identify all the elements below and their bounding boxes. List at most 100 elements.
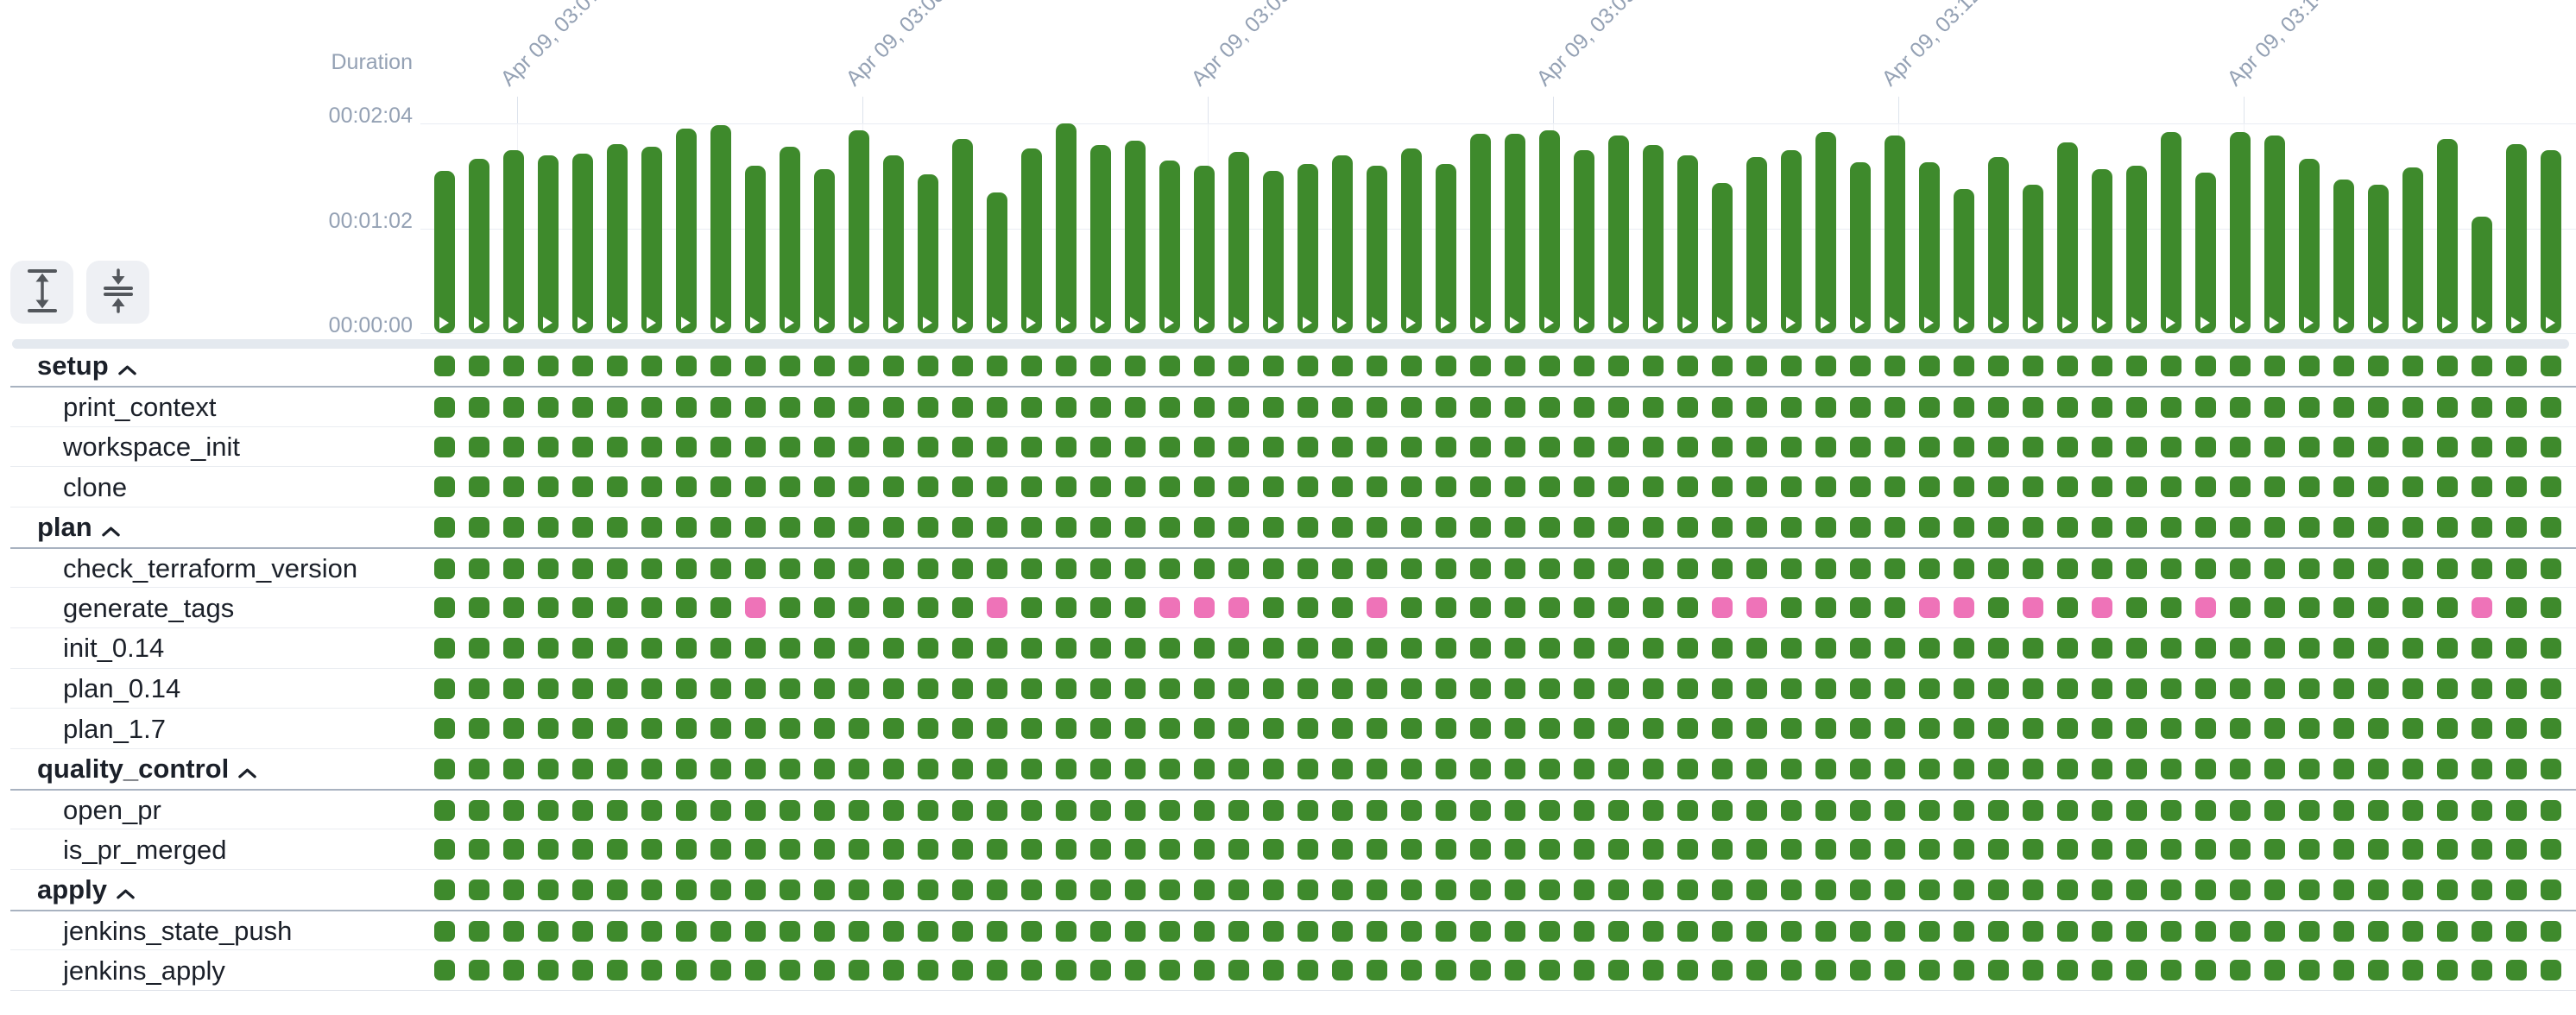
step-status-cell[interactable] [1125, 920, 1146, 942]
step-status-cell[interactable] [1436, 920, 1456, 942]
step-status-cell[interactable] [1401, 718, 1422, 740]
step-status-cell[interactable] [1781, 436, 1802, 457]
step-status-cell[interactable] [2506, 476, 2527, 498]
step-status-cell[interactable] [641, 678, 662, 699]
step-status-cell[interactable] [1367, 558, 1387, 579]
step-status-cell[interactable] [1021, 718, 1042, 740]
step-status-cell[interactable] [2023, 436, 2043, 457]
step-status-cell[interactable] [1781, 839, 1802, 861]
step-status-cell[interactable] [1505, 879, 1525, 900]
step-status-cell[interactable] [1470, 678, 1491, 699]
step-status-cell[interactable] [503, 638, 524, 659]
step-status-cell[interactable] [2161, 920, 2181, 942]
step-status-cell[interactable] [1332, 476, 1353, 498]
run-duration-bar[interactable] [641, 147, 662, 333]
step-status-cell[interactable] [2541, 558, 2561, 579]
step-status-cell[interactable] [2333, 558, 2354, 579]
step-status-cell[interactable] [1677, 597, 1698, 619]
step-status-cell[interactable] [1919, 678, 1940, 699]
step-status-cell[interactable] [538, 759, 559, 779]
step-status-cell[interactable] [2541, 920, 2561, 942]
step-status-cell[interactable] [2126, 638, 2147, 659]
step-status-cell[interactable] [2506, 678, 2527, 699]
step-status-cell[interactable] [1574, 397, 1594, 419]
step-status-cell[interactable] [1539, 718, 1560, 740]
step-status-cell[interactable] [2506, 397, 2527, 419]
step-status-cell[interactable] [2541, 476, 2561, 498]
step-status-cell[interactable] [1401, 920, 1422, 942]
step-status-cell[interactable] [676, 597, 697, 619]
run-duration-bar[interactable] [1125, 141, 1146, 333]
step-status-cell[interactable] [1159, 638, 1180, 659]
step-status-cell[interactable] [1021, 476, 1042, 498]
step-status-cell[interactable] [2230, 436, 2251, 457]
step-status-cell[interactable] [538, 436, 559, 457]
step-status-cell[interactable] [1367, 839, 1387, 861]
step-status-cell[interactable] [1988, 839, 2009, 861]
step-status-cell[interactable] [1125, 638, 1146, 659]
step-status-cell[interactable] [2506, 718, 2527, 740]
horizontal-scrollbar[interactable] [12, 339, 2569, 349]
step-status-cell[interactable] [434, 638, 455, 659]
step-status-cell[interactable] [1781, 397, 1802, 419]
step-status-cell[interactable] [1919, 799, 1940, 821]
step-status-cell[interactable] [1436, 718, 1456, 740]
step-status-cell[interactable] [538, 960, 559, 981]
step-status-cell[interactable] [2195, 597, 2216, 619]
step-status-cell[interactable] [607, 436, 628, 457]
step-status-cell[interactable] [1988, 718, 2009, 740]
step-status-cell[interactable] [1228, 355, 1249, 376]
step-status-cell[interactable] [780, 718, 800, 740]
step-status-cell[interactable] [849, 597, 869, 619]
step-status-cell[interactable] [1401, 397, 1422, 419]
step-status-cell[interactable] [1090, 718, 1111, 740]
run-duration-bar[interactable] [503, 150, 524, 333]
step-status-cell[interactable] [1677, 476, 1698, 498]
step-status-cell[interactable] [1850, 879, 1871, 900]
step-status-cell[interactable] [1850, 397, 1871, 419]
step-status-cell[interactable] [1885, 638, 1905, 659]
step-status-cell[interactable] [1332, 355, 1353, 376]
step-status-cell[interactable] [434, 879, 455, 900]
step-status-cell[interactable] [607, 638, 628, 659]
step-status-cell[interactable] [1436, 558, 1456, 579]
step-status-cell[interactable] [1056, 759, 1076, 779]
step-status-cell[interactable] [1401, 799, 1422, 821]
run-duration-bar[interactable] [918, 174, 938, 333]
step-status-cell[interactable] [1746, 436, 1767, 457]
step-status-cell[interactable] [987, 759, 1007, 779]
run-duration-bar[interactable] [1505, 134, 1525, 333]
step-status-cell[interactable] [1228, 718, 1249, 740]
step-status-cell[interactable] [1850, 476, 1871, 498]
step-status-cell[interactable] [2541, 839, 2561, 861]
step-status-cell[interactable] [2230, 397, 2251, 419]
step-status-cell[interactable] [849, 558, 869, 579]
step-status-cell[interactable] [503, 678, 524, 699]
run-duration-bar[interactable] [1954, 189, 1974, 333]
step-status-cell[interactable] [1539, 355, 1560, 376]
step-status-cell[interactable] [2541, 638, 2561, 659]
step-status-cell[interactable] [607, 920, 628, 942]
step-status-cell[interactable] [1470, 960, 1491, 981]
step-status-cell[interactable] [641, 476, 662, 498]
step-status-cell[interactable] [2368, 678, 2389, 699]
step-status-cell[interactable] [1781, 759, 1802, 779]
step-status-cell[interactable] [1263, 960, 1284, 981]
step-status-cell[interactable] [1505, 960, 1525, 981]
step-status-cell[interactable] [2402, 397, 2423, 419]
step-status-cell[interactable] [2437, 476, 2458, 498]
step-status-cell[interactable] [2023, 517, 2043, 539]
run-duration-bar[interactable] [1056, 123, 1076, 333]
step-status-cell[interactable] [1643, 718, 1664, 740]
step-status-cell[interactable] [469, 517, 489, 539]
step-status-cell[interactable] [572, 920, 593, 942]
step-status-cell[interactable] [2161, 558, 2181, 579]
step-status-cell[interactable] [1988, 436, 2009, 457]
step-status-cell[interactable] [2126, 436, 2147, 457]
step-status-cell[interactable] [1367, 920, 1387, 942]
step-status-cell[interactable] [1988, 799, 2009, 821]
stage-group-label[interactable]: plan [37, 508, 121, 548]
step-status-cell[interactable] [2161, 397, 2181, 419]
step-status-cell[interactable] [1746, 718, 1767, 740]
step-status-cell[interactable] [780, 597, 800, 619]
